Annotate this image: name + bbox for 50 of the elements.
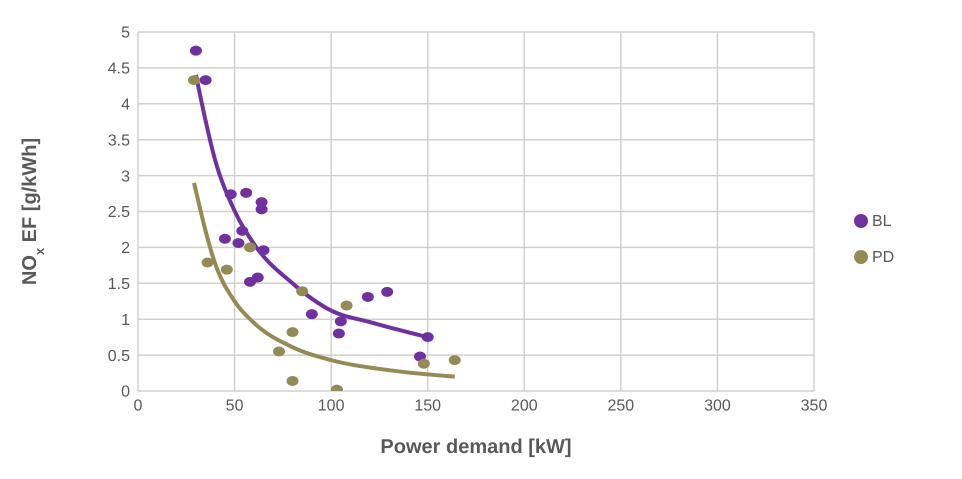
y-tick-label: 3.5 — [108, 132, 130, 150]
point — [252, 272, 264, 283]
x-tick-label: 0 — [134, 397, 143, 414]
point — [448, 355, 461, 366]
x-axis-title: Power demand [kW] — [380, 436, 572, 458]
point — [200, 75, 212, 86]
point — [422, 332, 434, 342]
point — [190, 46, 202, 56]
y-tick-label: 0.5 — [108, 348, 130, 365]
y-tick-label: 3 — [121, 168, 130, 186]
point — [306, 309, 318, 320]
line-series — [192, 180, 457, 379]
point — [381, 286, 394, 297]
y-tick-label: 2.5 — [108, 204, 130, 222]
y-tick-label: 1 — [121, 312, 130, 329]
point — [272, 346, 285, 357]
point — [296, 286, 308, 296]
x-tick-label: 350 — [800, 397, 828, 414]
point — [188, 75, 200, 86]
point — [286, 376, 299, 386]
x-tick-label: 300 — [704, 397, 731, 414]
point — [232, 238, 244, 248]
point — [220, 264, 233, 275]
point — [258, 245, 270, 256]
y-tick-label: 5 — [121, 24, 130, 42]
point — [286, 327, 299, 338]
point — [332, 328, 345, 339]
x-tick-label: 200 — [510, 397, 538, 414]
y-tick-label: 2 — [121, 240, 130, 258]
x-tick-label: 50 — [226, 397, 244, 414]
point — [340, 300, 353, 311]
y-tick-label: 4 — [121, 96, 130, 114]
legend-label: BL — [872, 212, 892, 230]
point — [362, 292, 374, 302]
point — [224, 189, 237, 200]
point — [256, 204, 268, 214]
point — [218, 234, 231, 244]
x-tick-label: 150 — [414, 397, 442, 414]
point — [334, 316, 347, 326]
point — [418, 358, 430, 369]
x-tick-label: 100 — [318, 397, 345, 414]
point — [240, 188, 252, 198]
x-tick-label: 250 — [608, 397, 634, 414]
point — [236, 226, 248, 236]
point — [202, 257, 214, 268]
y-tick-label: 1.5 — [108, 276, 130, 293]
legend-label: PD — [872, 248, 894, 266]
y-tick-label: 0 — [121, 384, 130, 401]
y-tick-label: 4.5 — [108, 60, 130, 78]
point — [244, 242, 256, 252]
